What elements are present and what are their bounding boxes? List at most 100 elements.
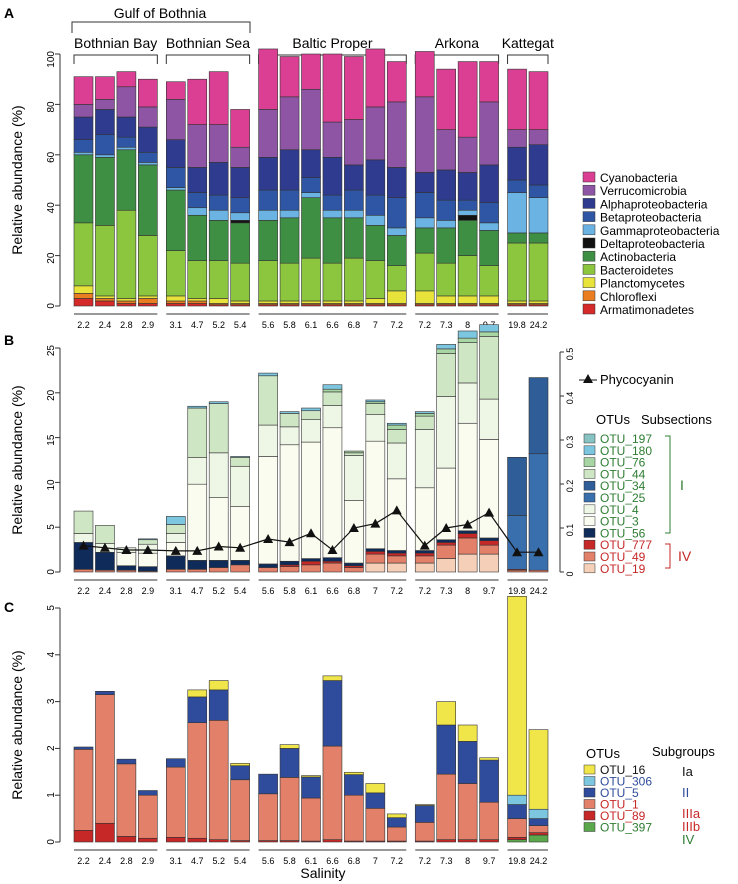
x-tick-label: 4.7 <box>191 320 204 330</box>
legend-label: OTU_34 <box>600 479 646 493</box>
gulf-bracket <box>71 21 251 33</box>
legend-swatch <box>583 563 596 574</box>
x-tick-label: 2.2 <box>77 586 90 596</box>
legend-label: Cyanobacteria <box>600 171 678 185</box>
bar-segment-otu-16 <box>230 763 250 767</box>
bar-segment-betaproteobacteria <box>528 184 549 198</box>
y-tick-label: 1 <box>46 792 57 798</box>
y2-tick-label: 0.3 <box>565 436 575 449</box>
legend-label: OTU_306 <box>600 775 652 789</box>
bar-segment-otu-1 <box>258 793 278 841</box>
bar-segment-otu-49 <box>230 564 250 573</box>
region-bracket <box>165 54 251 64</box>
y2-tick-label: 0.1 <box>565 524 575 537</box>
x-tick-label: 5.4 <box>234 586 247 596</box>
bar-segment-otu-49 <box>301 564 321 573</box>
bar-segment-otu-3 <box>322 427 343 558</box>
y-tick-label: 15 <box>46 434 57 446</box>
bar-segment-gammaproteobacteria <box>73 151 94 156</box>
bar-segment-deltaproteobacteria <box>230 220 250 224</box>
panel-c: 0 1 2 3 4 5 Relative abundance (%) 2.2 2.4 2.8 2.9… <box>9 595 549 866</box>
legend-label: Armatimonadetes <box>600 303 694 317</box>
bar-segment-gammaproteobacteria <box>507 192 527 234</box>
bar-segment-otu-49 <box>73 569 94 573</box>
panel-b: 0 5 10 15 20 25 Relative abundance (%) 2.2 2.4 2.… <box>9 324 575 596</box>
bar-segment-otu-5 <box>208 689 229 721</box>
legend-b: Phycocyanin OTUs Subsections OTU_197OTU_180… <box>579 372 712 576</box>
bar-segment-otu-5 <box>116 758 137 765</box>
bar-segment-armatimonadetes <box>138 303 158 307</box>
bar-segment-otu-56 <box>230 560 250 566</box>
bar-segment-actinobacteria <box>344 217 364 259</box>
bar-segment-otu-5 <box>95 691 115 695</box>
bar-segment-verrucomicrobia <box>187 124 208 168</box>
legend-swatch <box>582 211 596 222</box>
bar-segment-actinobacteria <box>479 230 499 266</box>
legend-swatch <box>583 810 596 821</box>
bar-segment-verrucomicrobia <box>528 129 549 146</box>
bar-segment-otu-4 <box>386 442 407 480</box>
bar-segment-cyanobacteria <box>73 76 94 105</box>
bar-segment-otu-56 <box>479 537 499 541</box>
bar-segment-cyanobacteria <box>187 78 208 125</box>
bar-segment-gammaproteobacteria <box>258 209 278 221</box>
bar-segment-otu-49 <box>279 566 300 573</box>
bar-segment-verrucomicrobia <box>138 106 158 128</box>
bar-segment-verrucomicrobia <box>116 86 137 118</box>
bar-segment-otu-5 <box>457 741 478 784</box>
bar-segment-betaproteobacteria <box>301 177 321 193</box>
bar-segment-verrucomicrobia <box>344 119 364 166</box>
bar-segment-verrucomicrobia <box>322 121 343 158</box>
bar-segment-gammaproteobacteria <box>479 222 499 231</box>
bar-segment-otu-5 <box>414 805 435 823</box>
bar-segment-otu-3 <box>208 497 229 561</box>
bar-segment-otu-180 <box>386 422 407 426</box>
bar-segment-actinobacteria <box>208 220 229 261</box>
bar-segment-otu-49 <box>457 537 478 555</box>
x-tick-label: 2.2 <box>77 856 90 866</box>
bar-segment-cyanobacteria <box>208 71 229 125</box>
phycocyanin-point <box>78 540 89 550</box>
phycocyanin-point <box>99 542 110 552</box>
bar-segment-alphaproteobacteria <box>344 164 364 191</box>
bar-segment-verrucomicrobia <box>73 104 94 118</box>
bar-segment-alphaproteobacteria <box>116 116 137 138</box>
phycocyanin-point <box>263 534 274 543</box>
legend-title-subsections: Subsections <box>641 412 712 427</box>
y-tick-label: 20 <box>46 389 57 401</box>
bar-segment-otu-44 <box>365 403 386 415</box>
x-tick-label: 2.2 <box>77 320 90 330</box>
bar-segment-betaproteobacteria <box>95 134 115 156</box>
bar-segment-otu-397 <box>507 839 527 843</box>
bar-segment-alphaproteobacteria <box>414 172 435 193</box>
legend-swatch <box>582 250 596 262</box>
bar-segment-gammaproteobacteria <box>230 212 250 221</box>
legend-swatch <box>583 504 596 515</box>
bar-segment-otu-5 <box>386 817 407 828</box>
bar-segment-planctomycetes <box>457 295 478 304</box>
bar-segment-otu-76 <box>457 337 478 343</box>
bar-segment-planctomycetes <box>344 300 364 304</box>
bar-segment-otu-4 <box>436 396 456 469</box>
legend-label: OTU_89 <box>600 809 646 823</box>
x-tick-label: 9.7 <box>483 586 496 596</box>
bar-segment-bacteroidetes <box>279 262 300 302</box>
y2-tick-label: 0.2 <box>565 480 575 493</box>
bar-segment-otu-56 <box>138 566 158 572</box>
bar-segment-verrucomicrobia <box>208 124 229 163</box>
bar-segment-gammaproteobacteria <box>414 217 435 229</box>
subsection-label-iv: IV <box>678 548 692 564</box>
bar-segment-actinobacteria <box>166 189 186 251</box>
x-tick-label: 2.8 <box>120 320 133 330</box>
x-tick-label: 7.3 <box>440 586 453 596</box>
bar-segment-otu-56 <box>301 558 321 562</box>
bar-segment-otu-19 <box>457 553 478 573</box>
x-tick-label: 5.4 <box>234 320 247 330</box>
bar-segment-otu-4 <box>208 452 229 498</box>
bar-segment-otu-44 <box>386 429 407 444</box>
bar-segment-otu-56 <box>436 539 456 543</box>
bar-segment-cyanobacteria <box>258 48 278 110</box>
y2-tick-label: 0.4 <box>565 392 575 405</box>
x-tick-label: 9.7 <box>483 856 496 866</box>
bar-segment-alphaproteobacteria <box>386 167 407 198</box>
